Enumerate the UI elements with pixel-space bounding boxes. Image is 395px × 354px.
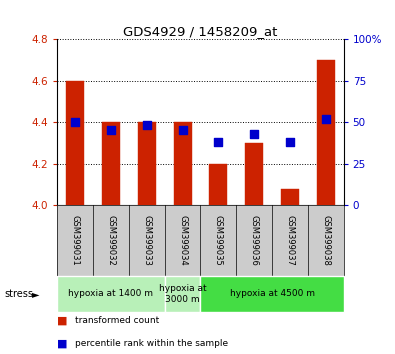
Text: GSM399036: GSM399036 bbox=[250, 215, 259, 266]
Text: hypoxia at
3000 m: hypoxia at 3000 m bbox=[159, 284, 206, 303]
Bar bbox=[174, 122, 192, 205]
Title: GDS4929 / 1458209_at: GDS4929 / 1458209_at bbox=[123, 25, 278, 38]
Point bbox=[108, 128, 114, 133]
Text: percentile rank within the sample: percentile rank within the sample bbox=[75, 339, 228, 348]
Text: GSM399035: GSM399035 bbox=[214, 215, 223, 266]
Bar bbox=[201, 276, 344, 312]
Point bbox=[144, 122, 150, 128]
Text: ■: ■ bbox=[57, 338, 71, 348]
Text: GSM399037: GSM399037 bbox=[286, 215, 294, 266]
Point bbox=[323, 116, 329, 122]
Text: ►: ► bbox=[32, 289, 40, 299]
Bar bbox=[66, 80, 84, 205]
Point bbox=[215, 139, 222, 145]
Text: GSM399031: GSM399031 bbox=[71, 215, 80, 266]
Bar bbox=[57, 276, 165, 312]
Text: stress: stress bbox=[4, 289, 33, 299]
Text: hypoxia at 4500 m: hypoxia at 4500 m bbox=[229, 289, 314, 298]
Bar bbox=[317, 60, 335, 205]
Text: hypoxia at 1400 m: hypoxia at 1400 m bbox=[68, 289, 154, 298]
Bar bbox=[281, 189, 299, 205]
Text: GSM399032: GSM399032 bbox=[107, 215, 115, 266]
Point bbox=[287, 139, 293, 145]
Text: transformed count: transformed count bbox=[75, 316, 159, 325]
Text: ■: ■ bbox=[57, 315, 71, 325]
Bar bbox=[245, 143, 263, 205]
Text: GSM399033: GSM399033 bbox=[142, 215, 151, 266]
Point bbox=[72, 119, 78, 125]
Bar bbox=[209, 164, 227, 205]
Point bbox=[179, 128, 186, 133]
Bar bbox=[165, 276, 201, 312]
Point bbox=[251, 131, 257, 137]
Bar bbox=[138, 122, 156, 205]
Text: GSM399034: GSM399034 bbox=[178, 215, 187, 266]
Text: GSM399038: GSM399038 bbox=[321, 215, 330, 266]
Bar bbox=[102, 122, 120, 205]
